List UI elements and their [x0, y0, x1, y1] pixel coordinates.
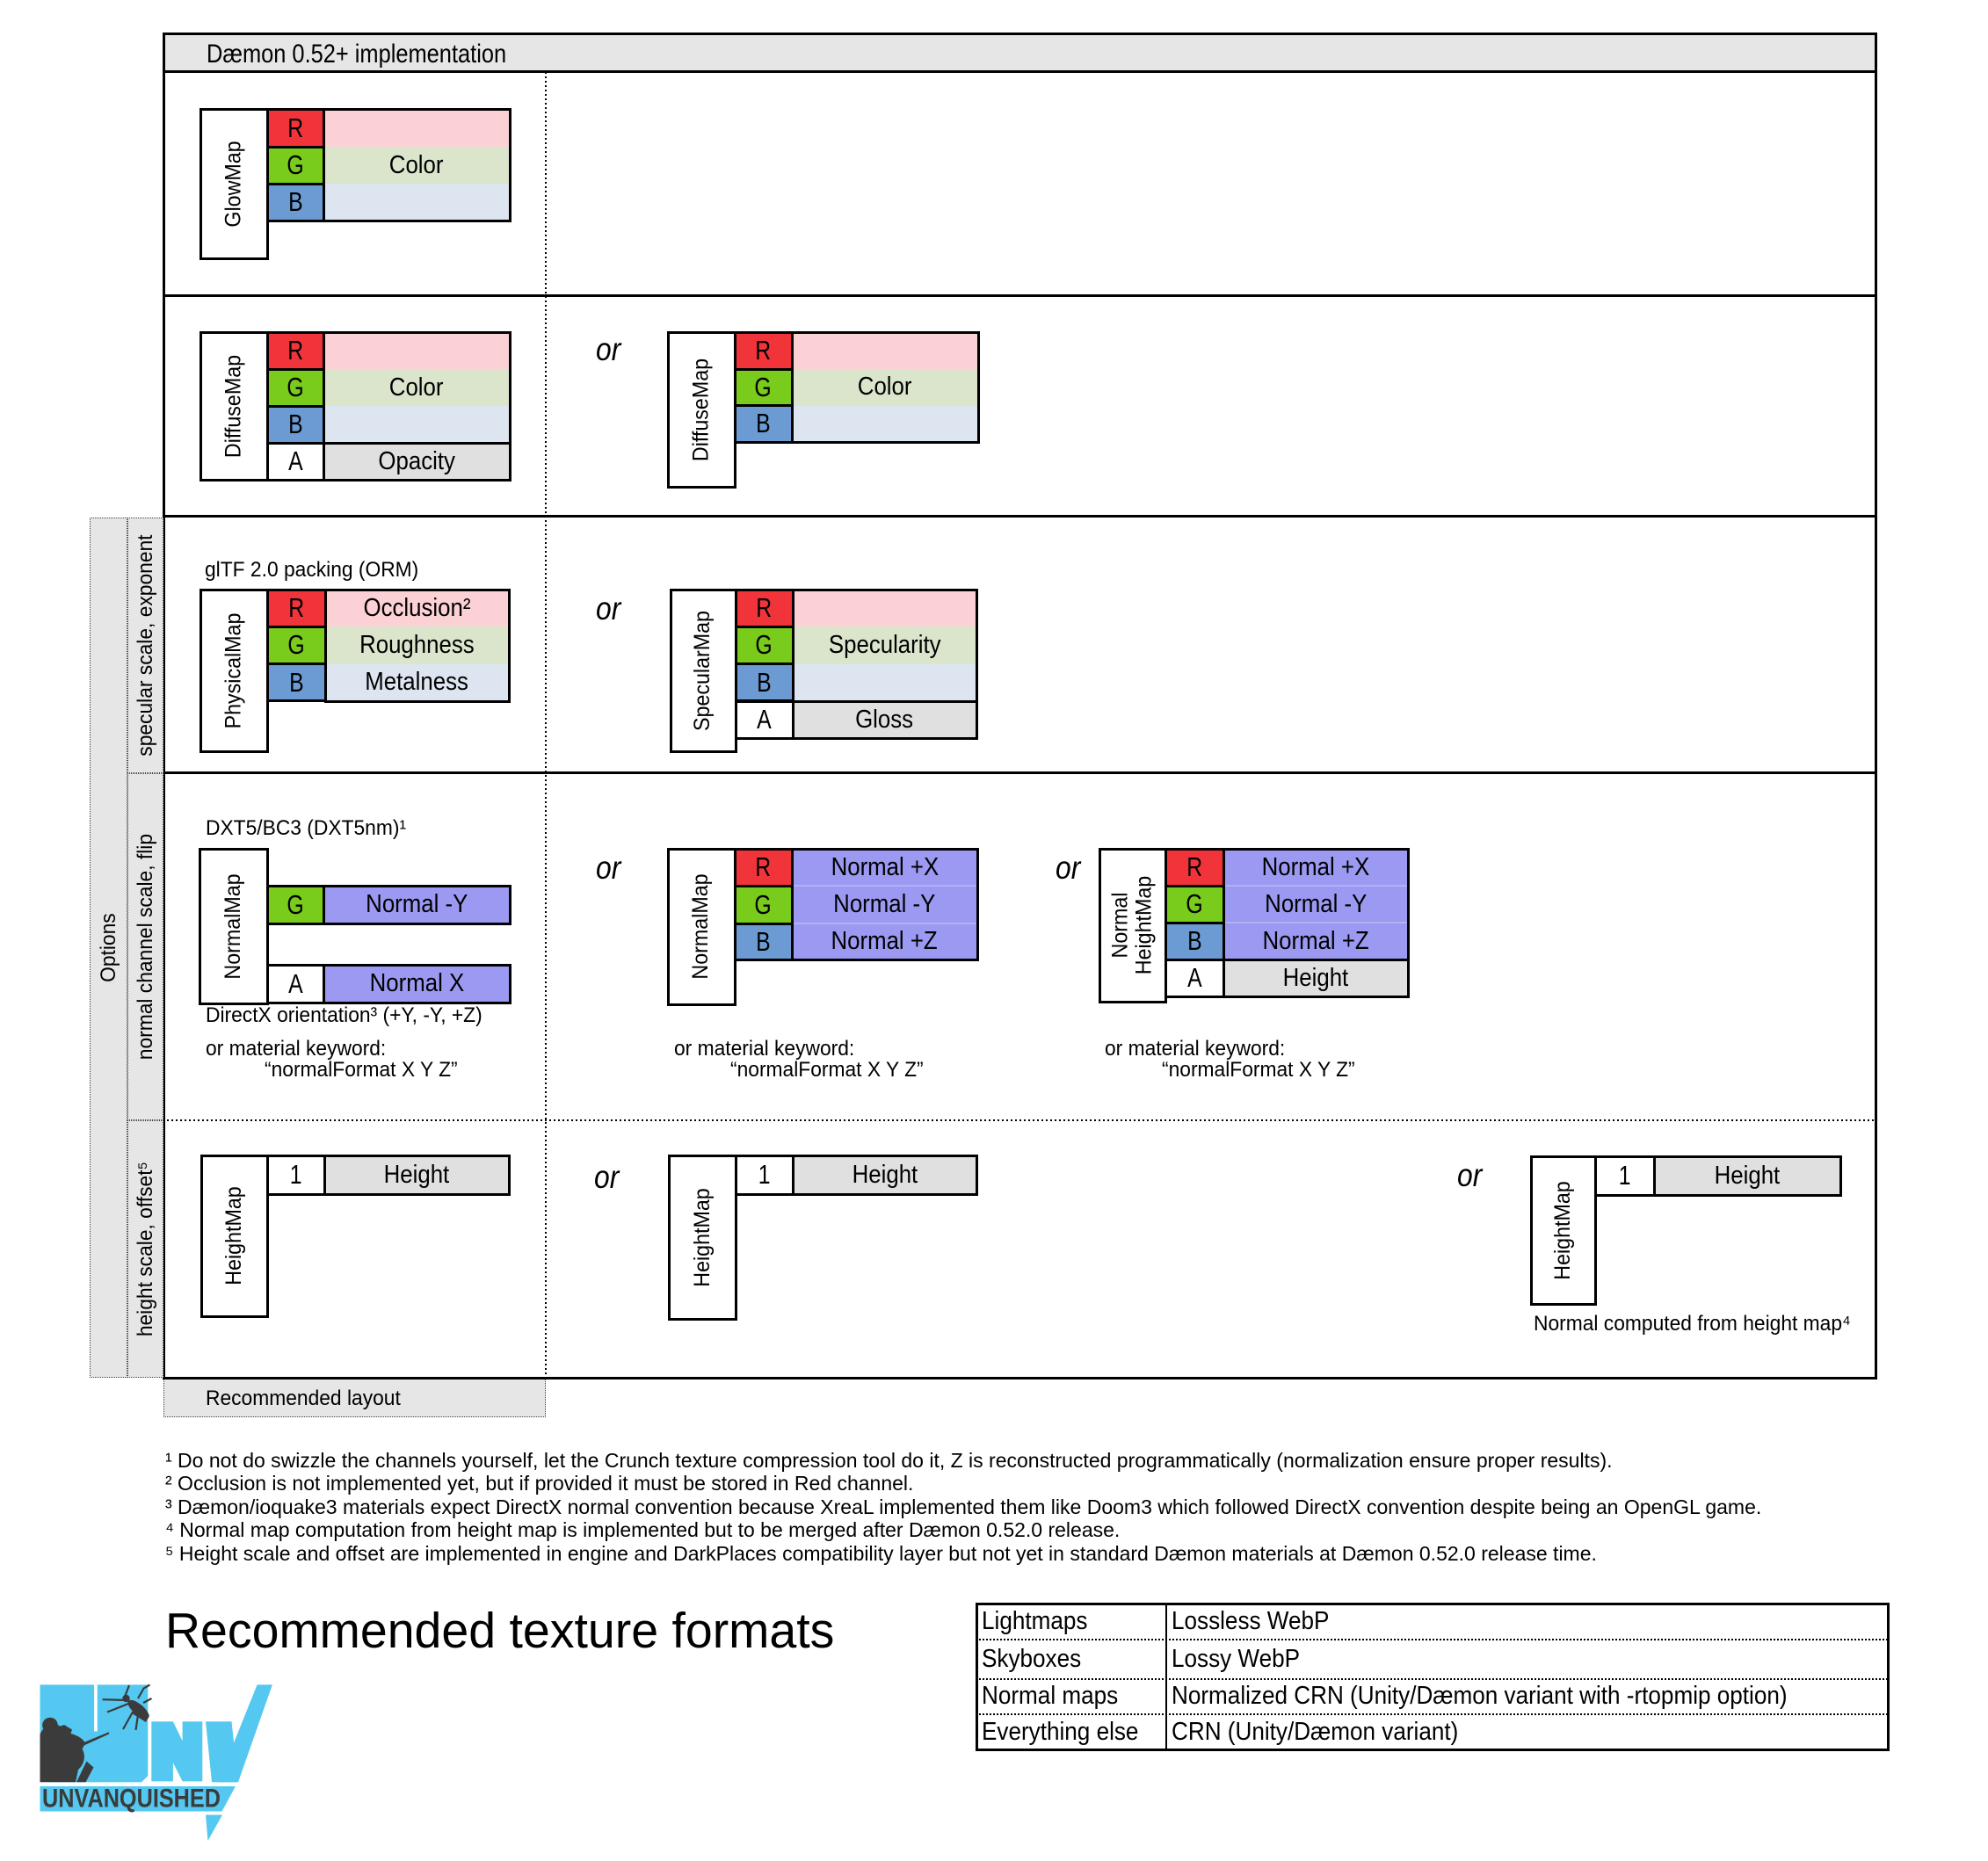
- svg-text:UNVANQUISHED: UNVANQUISHED: [42, 1785, 221, 1814]
